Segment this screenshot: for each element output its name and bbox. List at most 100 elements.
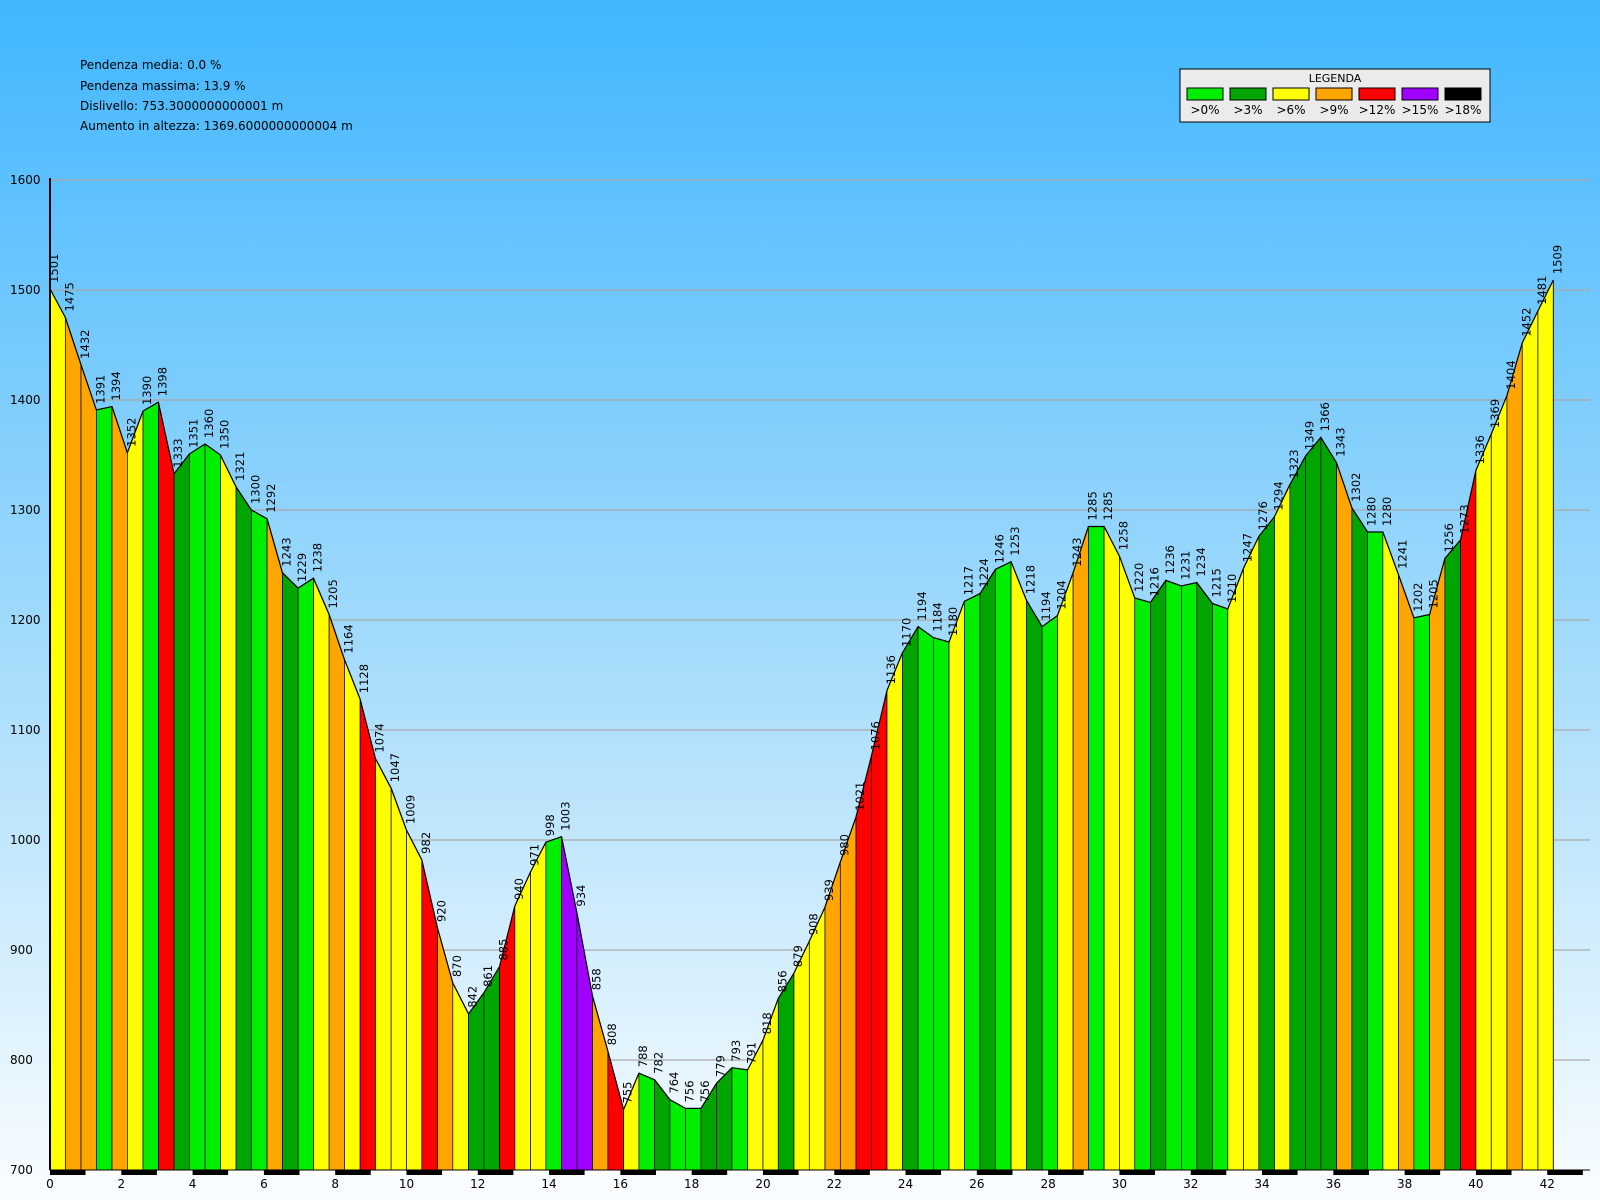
elevation-label: 1216 [1147,567,1161,596]
grade-segment [870,690,888,1171]
x-axis-band [584,1170,621,1175]
grade-segment [1429,558,1446,1171]
x-axis-band [762,1170,799,1175]
elevation-label: 1302 [1349,473,1363,502]
grade-segment [1537,279,1554,1171]
elevation-label: 1217 [961,566,975,595]
x-axis-band [121,1170,157,1175]
grade-segment [545,836,562,1171]
x-axis-band [1333,1170,1369,1175]
elevation-label: 1076 [868,721,882,750]
axes [49,178,1590,1175]
elevation-label: 756 [683,1080,697,1102]
stats-panel: Pendenza media: 0.0 % Pendenza massima: … [80,58,353,133]
elevation-label: 1234 [1194,547,1208,576]
grade-segment [808,906,826,1171]
grade-segment [1041,614,1058,1171]
elevation-label: 1246 [992,534,1006,563]
x-tick-label: 6 [260,1177,268,1191]
elevation-label: 788 [636,1045,650,1067]
elevation-label: 1352 [124,418,138,447]
elevation-label: 1285 [1101,491,1115,520]
elevation-label: 1343 [1334,427,1348,456]
x-axis-band [834,1170,870,1175]
grade-segment [1274,484,1291,1171]
x-tick-label: 22 [827,1177,842,1191]
grade-segment [1320,436,1337,1171]
elevation-label: 793 [729,1040,743,1062]
x-tick-label: 20 [755,1177,770,1191]
legend-label: >9% [1319,103,1348,117]
grade-segment [1243,536,1260,1171]
elevation-label: 1394 [109,371,123,400]
grade-segment [266,518,283,1171]
elevation-label: 1321 [233,452,247,481]
elevation-label: 1509 [1550,245,1564,274]
elevation-label: 1220 [1132,563,1146,592]
x-axis-band [1475,1170,1512,1175]
elevation-label: 1280 [1380,497,1394,526]
elevation-label: 791 [745,1042,759,1064]
y-tick-label: 1400 [10,393,41,407]
elevation-label: 1205 [1427,579,1441,608]
grade-segment [1227,568,1244,1171]
elevation-label: 1247 [1241,533,1255,562]
grade-segment [1026,598,1043,1171]
x-tick-label: 40 [1468,1177,1483,1191]
grade-segment [452,982,469,1171]
legend-label: >0% [1190,103,1219,117]
legend-swatch [1444,87,1482,101]
x-axis-band [1119,1170,1156,1175]
x-axis-band [1048,1170,1084,1175]
elevation-label: 1202 [1411,583,1425,612]
elevation-label: 908 [806,913,820,935]
x-axis-band [1547,1170,1583,1175]
grade-segment [80,364,97,1171]
x-axis-band [1404,1170,1441,1175]
elevation-label: 779 [714,1055,728,1077]
grade-segment [1351,506,1368,1171]
elevation-label: 1280 [1365,497,1379,526]
elevation-label: 934 [574,885,588,907]
elevation-label: 1236 [1163,545,1177,574]
grade-segment [933,637,950,1171]
legend-title: LEGENDA [1309,72,1362,85]
x-tick-label: 36 [1326,1177,1341,1191]
x-tick-label: 34 [1254,1177,1269,1191]
elevation-label: 1391 [93,375,107,404]
grade-segment [979,568,996,1171]
x-tick-label: 2 [117,1177,125,1191]
elevation-label: 1238 [310,543,324,572]
grade-segment [127,410,144,1171]
grade-segment [839,816,857,1171]
grade-segment [777,971,795,1171]
grade-segment [638,1072,655,1171]
elevation-label: 1273 [1458,504,1472,533]
elevation-label: 858 [590,968,604,990]
x-axis-band [228,1170,264,1175]
legend-label: >6% [1276,103,1305,117]
grade-segments [49,279,1554,1171]
x-tick-label: 24 [898,1177,913,1191]
x-axis-band [442,1170,478,1175]
legend-swatch [1229,87,1267,101]
y-tick-label: 1000 [10,833,41,847]
x-tick-label: 26 [969,1177,984,1191]
y-tick-label: 900 [10,943,33,957]
grade-segment [1506,342,1523,1171]
grade-segment [530,842,547,1171]
grade-segment [251,509,268,1171]
x-axis-band [1368,1170,1405,1175]
grade-segment [328,614,345,1171]
elevation-label: 980 [837,834,851,856]
grade-segment [1382,531,1399,1171]
grade-segment [1521,310,1539,1171]
grade-segment [793,941,810,1171]
grade-segment [917,625,934,1171]
elevation-label: 1194 [1039,591,1053,620]
elevation-label: 1294 [1272,481,1286,510]
elevation-label: 1285 [1085,491,1099,520]
legend: LEGENDA >0% >3% >6% >9% >12% >15% >18% [1179,68,1491,123]
grade-segment [1475,433,1492,1171]
elevation-label: 1349 [1303,421,1317,450]
